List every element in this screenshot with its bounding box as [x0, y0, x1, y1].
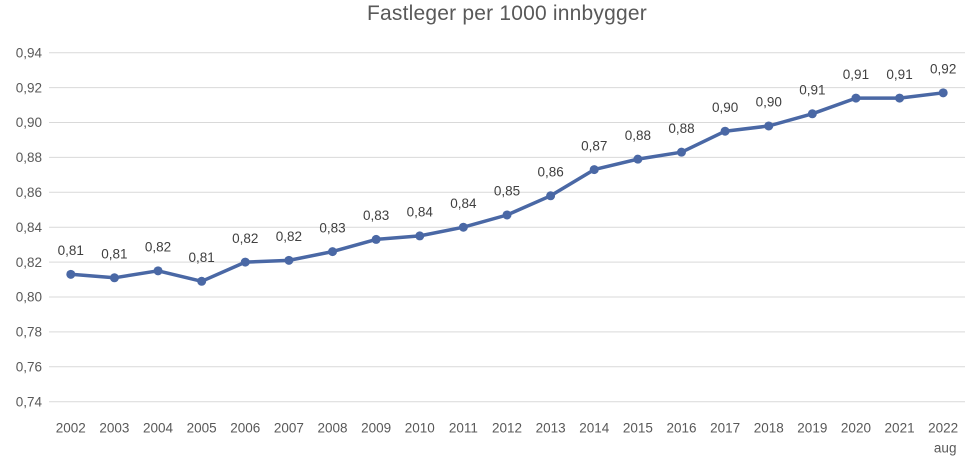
data-point-label: 0,92	[930, 62, 956, 77]
data-point	[328, 247, 338, 257]
data-point	[764, 121, 774, 131]
data-point	[676, 147, 686, 157]
data-point	[153, 266, 163, 276]
y-axis-tick-label: 0,78	[16, 325, 42, 340]
x-axis-tick-label: 2018	[754, 421, 784, 436]
x-axis-tick-label: 2015	[623, 421, 653, 436]
data-point	[807, 109, 817, 119]
y-axis-tick-label: 0,94	[16, 45, 43, 60]
data-point	[66, 269, 76, 279]
data-point	[851, 93, 861, 103]
data-point-label: 0,90	[756, 95, 782, 110]
data-point-label: 0,90	[712, 100, 738, 115]
data-point-label: 0,82	[145, 240, 171, 255]
x-axis-tick-label: 2012	[492, 421, 522, 436]
x-axis-tick-label: 2006	[230, 421, 260, 436]
data-point	[284, 255, 294, 265]
y-axis-tick-label: 0,92	[16, 80, 42, 95]
x-axis-tick-label: 2010	[405, 421, 435, 436]
x-axis-tick-label: 2020	[841, 421, 871, 436]
x-axis-tick-label: 2007	[274, 421, 304, 436]
y-axis-tick-label: 0,80	[16, 290, 42, 305]
data-point	[633, 154, 643, 164]
x-axis-tick-label: 2011	[449, 421, 478, 436]
chart-title: Fastleger per 1000 innbygger	[367, 2, 647, 25]
data-point	[197, 276, 207, 286]
x-axis-tick-label: 2021	[885, 421, 915, 436]
data-point-label: 0,83	[319, 220, 345, 235]
data-point	[415, 231, 425, 241]
y-axis-tick-label: 0,86	[16, 185, 42, 200]
data-point	[502, 210, 512, 220]
data-point	[720, 126, 730, 136]
data-point-label: 0,81	[189, 250, 215, 265]
x-axis-tick-label: 2013	[536, 421, 566, 436]
x-axis-tick-label: 2009	[361, 421, 391, 436]
x-axis-tick-label: 2003	[99, 421, 129, 436]
y-axis-tick-label: 0,90	[16, 115, 42, 130]
x-axis-sublabel: aug	[934, 441, 957, 456]
data-point-label: 0,88	[668, 121, 694, 136]
data-point	[895, 93, 905, 103]
data-point	[240, 257, 250, 267]
x-axis-tick-label: 2005	[187, 421, 217, 436]
data-point-label: 0,91	[799, 83, 825, 98]
x-axis-tick-label: 2016	[666, 421, 696, 436]
data-point-label: 0,85	[494, 184, 520, 199]
x-axis-tick-label: 2014	[579, 421, 610, 436]
x-axis-tick-label: 2017	[710, 421, 740, 436]
data-point	[109, 273, 119, 283]
y-axis-tick-label: 0,82	[16, 255, 42, 270]
x-axis-tick-label: 2008	[318, 421, 348, 436]
y-axis-tick-label: 0,88	[16, 150, 42, 165]
data-point-label: 0,81	[101, 247, 127, 262]
data-point-label: 0,91	[843, 67, 869, 82]
data-point-label: 0,84	[407, 205, 434, 220]
y-axis-tick-label: 0,84	[16, 220, 43, 235]
data-point-label: 0,82	[276, 229, 302, 244]
data-point	[371, 234, 381, 244]
data-point-label: 0,81	[58, 243, 84, 258]
data-point	[938, 88, 948, 98]
data-point-label: 0,83	[363, 208, 389, 223]
data-point	[589, 165, 599, 175]
x-axis-tick-label: 2022	[928, 421, 958, 436]
data-point-label: 0,82	[232, 231, 258, 246]
data-point	[546, 191, 556, 201]
data-point-label: 0,84	[450, 196, 477, 211]
y-axis-tick-label: 0,76	[16, 360, 42, 375]
data-point-label: 0,88	[625, 128, 651, 143]
data-point-label: 0,91	[886, 67, 912, 82]
data-point	[458, 222, 468, 232]
y-axis-tick-label: 0,74	[16, 394, 43, 409]
data-point-label: 0,86	[537, 165, 563, 180]
data-point-label: 0,87	[581, 138, 607, 153]
x-axis-tick-label: 2004	[143, 421, 174, 436]
x-axis-tick-label: 2019	[797, 421, 827, 436]
x-axis-tick-label: 2002	[56, 421, 86, 436]
